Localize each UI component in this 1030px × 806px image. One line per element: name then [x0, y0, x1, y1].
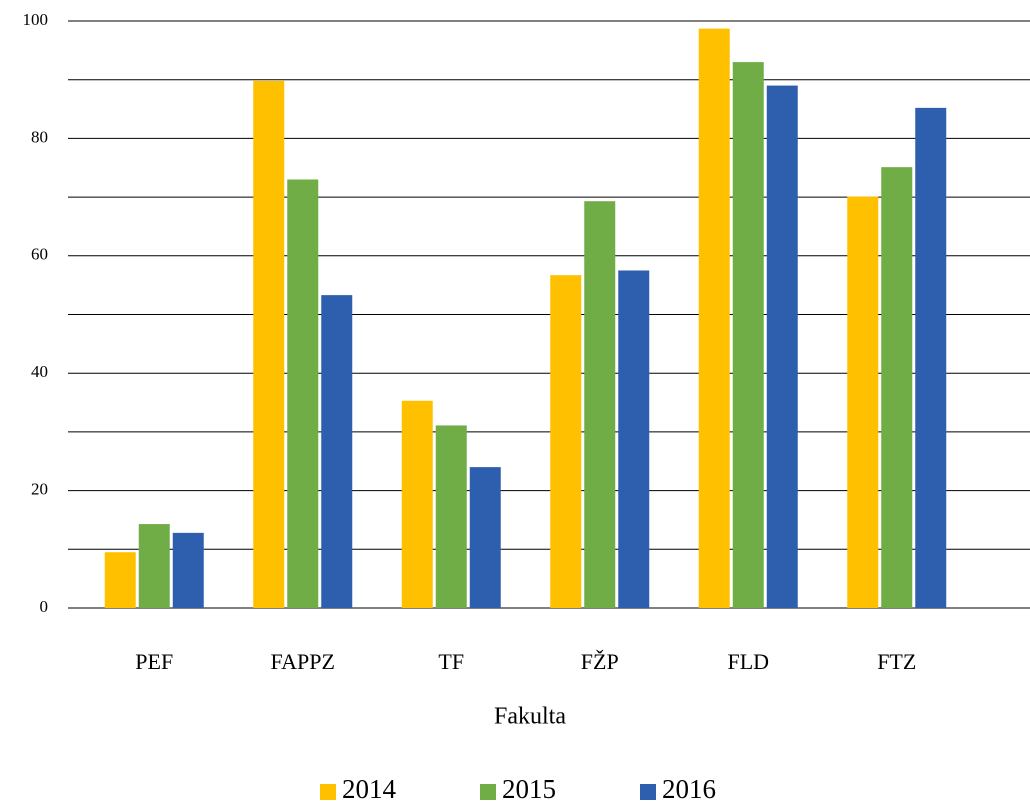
bar: [847, 196, 879, 608]
bar: [253, 80, 285, 608]
bar: [321, 295, 353, 608]
legend-swatch: [480, 784, 496, 800]
y-tick-label: 40: [31, 362, 48, 381]
x-tick-label: FLD: [727, 649, 769, 674]
bar: [881, 167, 913, 608]
y-tick-label: 100: [23, 10, 49, 29]
y-tick-label: 80: [31, 127, 48, 146]
bar: [287, 179, 319, 609]
bar: [732, 62, 764, 608]
x-tick-label: FŽP: [581, 649, 619, 674]
x-tick-label: PEF: [135, 649, 173, 674]
x-tick-label: TF: [438, 649, 464, 674]
bar: [172, 532, 204, 608]
bar: [401, 400, 433, 608]
bar: [138, 524, 170, 608]
legend-label: 2015: [502, 774, 556, 804]
legend-swatch: [320, 784, 336, 800]
x-axis-label: Fakulta: [494, 704, 566, 730]
bar: [618, 270, 650, 608]
bar: [435, 425, 467, 608]
bar: [915, 107, 947, 608]
bar: [104, 552, 136, 608]
bar: [766, 85, 798, 608]
bar: [550, 275, 582, 608]
bar: [469, 467, 501, 608]
legend-swatch: [640, 784, 656, 800]
bar: [584, 201, 616, 609]
bar: [698, 28, 730, 609]
legend-label: 2014: [342, 774, 397, 804]
x-tick-label: FAPPZ: [271, 649, 335, 674]
y-tick-label: 0: [40, 597, 49, 616]
x-tick-label: FTZ: [877, 649, 916, 674]
legend-label: 2016: [662, 774, 716, 804]
y-tick-label: 20: [31, 480, 48, 499]
y-tick-label: 60: [31, 245, 48, 264]
